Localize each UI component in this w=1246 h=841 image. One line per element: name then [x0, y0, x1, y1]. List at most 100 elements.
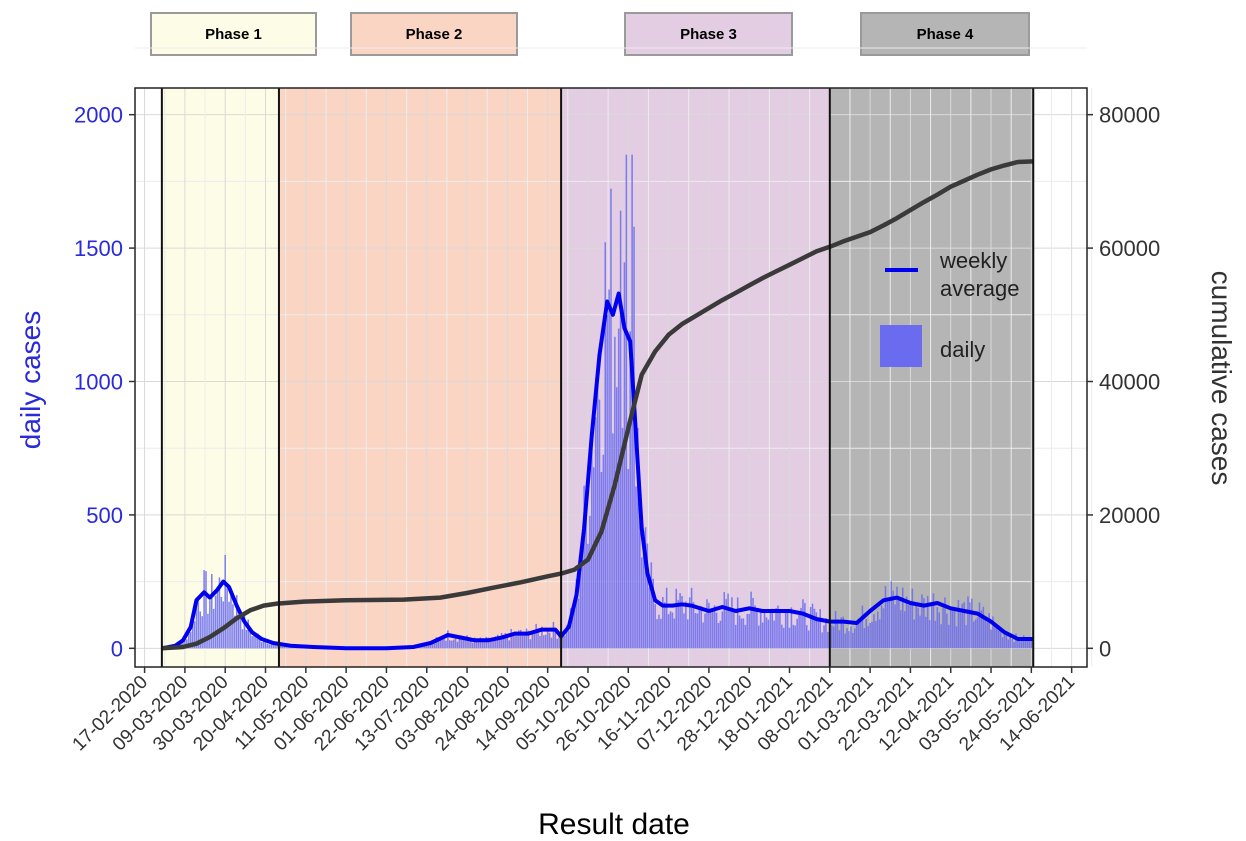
daily-bar	[232, 604, 234, 649]
daily-bar	[746, 613, 749, 649]
daily-bar	[834, 610, 837, 649]
daily-bar	[936, 607, 939, 649]
daily-bar	[585, 496, 587, 649]
daily-bar	[211, 574, 213, 649]
daily-bar	[475, 639, 478, 649]
daily-bar	[558, 635, 560, 649]
daily-bar	[456, 641, 459, 649]
daily-bar	[738, 615, 741, 649]
daily-bar	[850, 626, 852, 649]
daily-bar	[257, 633, 259, 649]
daily-bar	[721, 611, 724, 649]
daily-bar	[953, 607, 956, 649]
daily-bar	[1013, 642, 1015, 649]
daily-bar	[264, 640, 267, 649]
daily-bar	[786, 612, 789, 649]
daily-bar	[654, 604, 656, 649]
daily-bar	[260, 642, 263, 649]
daily-bar	[493, 637, 495, 649]
daily-bar	[736, 597, 739, 649]
daily-bar	[823, 625, 825, 649]
daily-bar	[838, 630, 841, 649]
daily-bar	[619, 210, 622, 649]
daily-bar	[698, 605, 701, 649]
daily-bar	[237, 614, 240, 649]
daily-bar	[554, 629, 557, 649]
y-tick-label: 0	[111, 636, 123, 661]
daily-bar	[677, 600, 679, 649]
daily-bar	[581, 552, 583, 649]
daily-bar	[859, 618, 862, 649]
daily-bar	[207, 613, 209, 649]
daily-bar	[635, 486, 637, 649]
phase-3-label: Phase 3	[624, 12, 793, 56]
daily-bar	[193, 621, 196, 649]
daily-bar	[734, 624, 737, 649]
daily-bar	[957, 599, 960, 649]
daily-bar	[784, 611, 787, 649]
daily-bar	[999, 627, 1002, 649]
daily-bar	[949, 608, 952, 649]
daily-bar	[425, 645, 428, 649]
daily-bar	[1020, 641, 1023, 649]
daily-bar	[852, 632, 854, 649]
daily-bar	[961, 603, 964, 649]
daily-bar	[512, 633, 514, 649]
daily-bar	[996, 624, 998, 649]
daily-bar	[230, 589, 232, 649]
daily-bar	[234, 615, 236, 649]
daily-bar	[472, 642, 474, 649]
daily-bar	[437, 637, 440, 649]
daily-bar	[452, 639, 455, 649]
y2-tick-label: 60000	[1099, 236, 1160, 261]
daily-bars	[163, 154, 1035, 649]
daily-bar	[729, 611, 731, 649]
daily-bar	[650, 562, 653, 649]
daily-bar	[218, 577, 221, 649]
daily-bar	[660, 618, 662, 649]
daily-bar	[226, 588, 228, 649]
daily-bar	[869, 622, 871, 649]
daily-bar	[533, 632, 535, 649]
daily-bar	[830, 624, 833, 649]
daily-bar	[794, 625, 797, 649]
y-tick-label: 500	[86, 503, 123, 528]
daily-bar	[827, 631, 829, 649]
phase-4-label: Phase 4	[860, 12, 1030, 56]
daily-bar	[270, 642, 273, 649]
daily-bar	[627, 469, 630, 649]
daily-bar	[882, 608, 885, 649]
daily-bar	[1019, 641, 1021, 649]
daily-bar	[1028, 637, 1031, 649]
legend-daily-label: daily	[940, 337, 985, 362]
daily-bar	[518, 630, 520, 649]
daily-bar	[687, 619, 689, 649]
daily-bar	[214, 595, 217, 649]
daily-bar	[706, 599, 708, 649]
daily-bar	[777, 605, 779, 649]
daily-bar	[470, 640, 472, 649]
daily-bar	[673, 618, 676, 649]
daily-bar	[880, 605, 883, 649]
daily-bar	[848, 631, 850, 649]
daily-bar	[1009, 634, 1011, 649]
daily-bar	[690, 587, 693, 649]
daily-bar	[871, 621, 873, 649]
daily-bar	[575, 579, 578, 649]
daily-bar	[443, 638, 445, 649]
daily-bar	[986, 622, 988, 649]
daily-bar	[571, 607, 574, 649]
daily-bar	[450, 640, 453, 649]
daily-bar	[562, 631, 564, 649]
daily-bar	[923, 598, 925, 649]
daily-bar	[255, 636, 257, 649]
daily-bar	[775, 608, 777, 649]
daily-bar	[798, 615, 800, 649]
daily-bar	[665, 587, 668, 649]
daily-bar	[566, 625, 568, 649]
daily-bar	[700, 606, 702, 649]
daily-bar	[901, 587, 904, 649]
daily-bar	[1003, 633, 1006, 649]
daily-bar	[878, 619, 881, 649]
daily-bar	[447, 630, 449, 649]
